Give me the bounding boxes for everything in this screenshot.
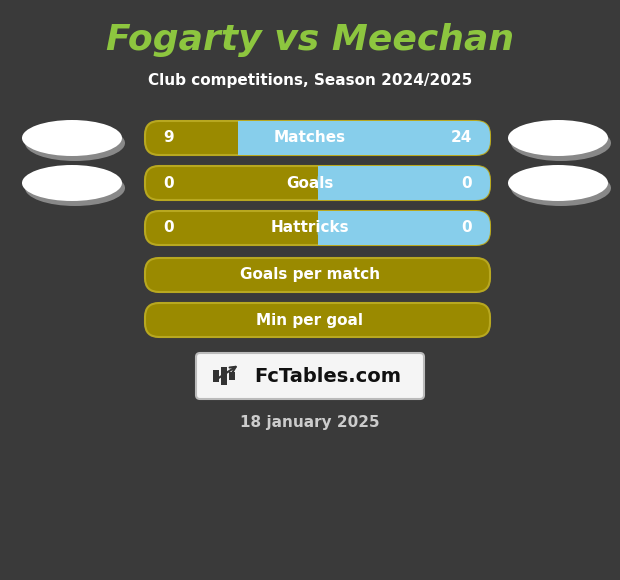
Bar (229, 372, 235, 380)
Text: Fogarty vs Meechan: Fogarty vs Meechan (106, 23, 514, 57)
Text: 9: 9 (163, 130, 174, 146)
FancyBboxPatch shape (145, 303, 490, 337)
Ellipse shape (25, 170, 125, 206)
Text: Matches: Matches (274, 130, 346, 146)
FancyBboxPatch shape (145, 211, 490, 245)
Text: 0: 0 (163, 220, 174, 235)
Ellipse shape (25, 125, 125, 161)
Ellipse shape (508, 120, 608, 156)
Text: 18 january 2025: 18 january 2025 (240, 415, 380, 430)
Bar (221, 367, 227, 385)
Ellipse shape (508, 165, 608, 201)
Text: Hattricks: Hattricks (271, 220, 349, 235)
Text: 24: 24 (451, 130, 472, 146)
Bar (317, 166, 332, 200)
FancyBboxPatch shape (317, 211, 490, 245)
Ellipse shape (22, 165, 122, 201)
FancyBboxPatch shape (317, 166, 490, 200)
Bar (317, 211, 332, 245)
FancyBboxPatch shape (196, 353, 424, 399)
Text: Goals: Goals (286, 176, 334, 190)
FancyBboxPatch shape (145, 166, 490, 200)
Bar (238, 121, 252, 155)
Ellipse shape (511, 170, 611, 206)
FancyBboxPatch shape (145, 121, 490, 155)
Text: Club competitions, Season 2024/2025: Club competitions, Season 2024/2025 (148, 72, 472, 88)
Ellipse shape (22, 120, 122, 156)
FancyBboxPatch shape (145, 258, 490, 292)
Text: Min per goal: Min per goal (257, 313, 363, 328)
Text: FcTables.com: FcTables.com (254, 367, 402, 386)
Text: 0: 0 (461, 220, 472, 235)
FancyBboxPatch shape (238, 121, 490, 155)
Text: 0: 0 (461, 176, 472, 190)
Text: Goals per match: Goals per match (240, 267, 380, 282)
Bar (213, 370, 219, 382)
Ellipse shape (511, 125, 611, 161)
Text: 0: 0 (163, 176, 174, 190)
